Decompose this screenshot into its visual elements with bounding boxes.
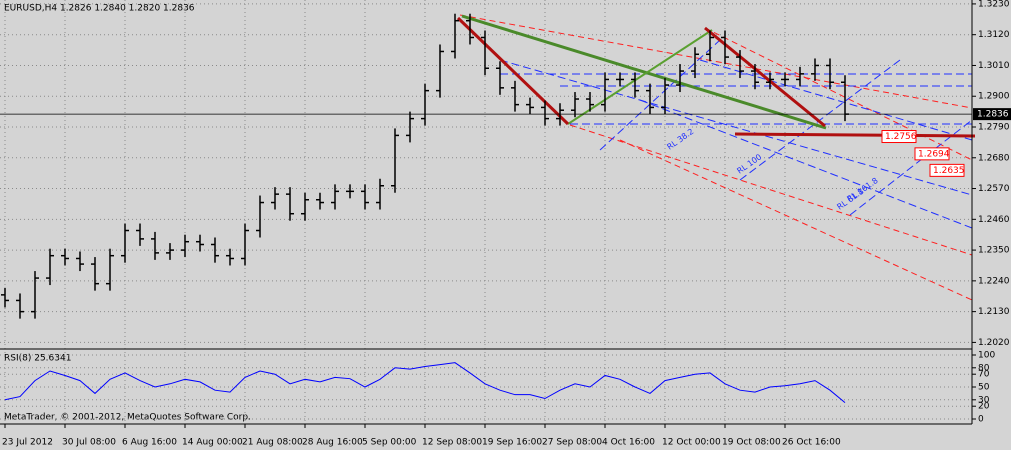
x-tick-label: 12 Sep 08:00 [422,438,482,448]
x-tick-label: 19 Sep 16:00 [482,438,542,448]
trend-line [456,16,570,126]
y-tick-label: 1.3230 [978,0,1010,9]
fib-label-box [881,130,917,144]
x-tick-label: 26 Oct 16:00 [782,438,841,448]
fib-label: 1.2756 [885,132,917,142]
fib-label: 1.2694 [918,149,950,159]
current-price-box [973,108,1011,121]
trend-line [461,14,827,130]
y-tick-label: 1.2680 [978,153,1010,163]
fib-label-box [914,147,950,161]
channel-line [619,139,973,301]
y-tick-label: 50 [978,383,990,393]
x-tick-label: 19 Oct 08:00 [722,438,781,448]
x-tick-label: 30 Jul 08:00 [62,438,116,448]
y-tick-label: 1.2900 [978,92,1010,102]
rsi-line [4,362,846,403]
y-tick-label: 30 [978,395,990,405]
y-tick-label: 1.2350 [978,246,1010,256]
y-tick-label: 20 [978,402,990,412]
y-tick-label: 1.2790 [978,123,1010,133]
y-tick-label: 1.2020 [978,338,1010,348]
fib-label: 1.2635 [933,166,965,176]
trend-line [734,132,976,138]
x-tick-label: 4 Oct 16:00 [602,438,655,448]
trend-line [567,29,713,125]
x-tick-label: 5 Sep 00:00 [362,438,417,448]
fan-line [499,59,973,196]
x-tick-label: 23 Jul 2012 [2,438,53,448]
y-tick-label: 0 [978,415,984,425]
y-tick-label: 1.2240 [978,276,1010,286]
channel-line [569,124,973,256]
y-tick-label: 70 [978,370,990,380]
x-tick-label: 14 Aug 00:00 [182,438,243,448]
x-tick-label: 6 Aug 16:00 [122,438,177,448]
fan-line [849,119,973,216]
x-tick-label: 28 Aug 16:00 [302,438,363,448]
y-tick-label: 1.2460 [978,215,1010,225]
x-tick-label: 21 Aug 08:00 [242,438,303,448]
y-tick-label: 1.2130 [978,307,1010,317]
chart-header: EURUSD,H4 1.2826 1.2840 1.2820 1.2836 [4,4,195,14]
channel-line [459,14,973,109]
x-tick-label: 27 Sep 08:00 [542,438,602,448]
x-tick-label: 12 Oct 00:00 [662,438,721,448]
y-tick-label: 1.2570 [978,184,1010,194]
drawings [456,14,976,301]
footer: MetaTrader, © 2001-2012, MetaQuotes Soft… [4,413,251,423]
fib-label-box [929,163,965,177]
y-tick-label: 1.3010 [978,61,1010,71]
current-price-label: 1.2836 [977,110,1009,120]
y-tick-label: 100 [978,351,995,361]
y-tick-label: 1.3120 [978,30,1010,40]
indicator-title: RSI(8) 25.6341 [4,354,71,364]
y-tick-label: 80 [978,363,990,373]
fan-line [599,39,721,151]
